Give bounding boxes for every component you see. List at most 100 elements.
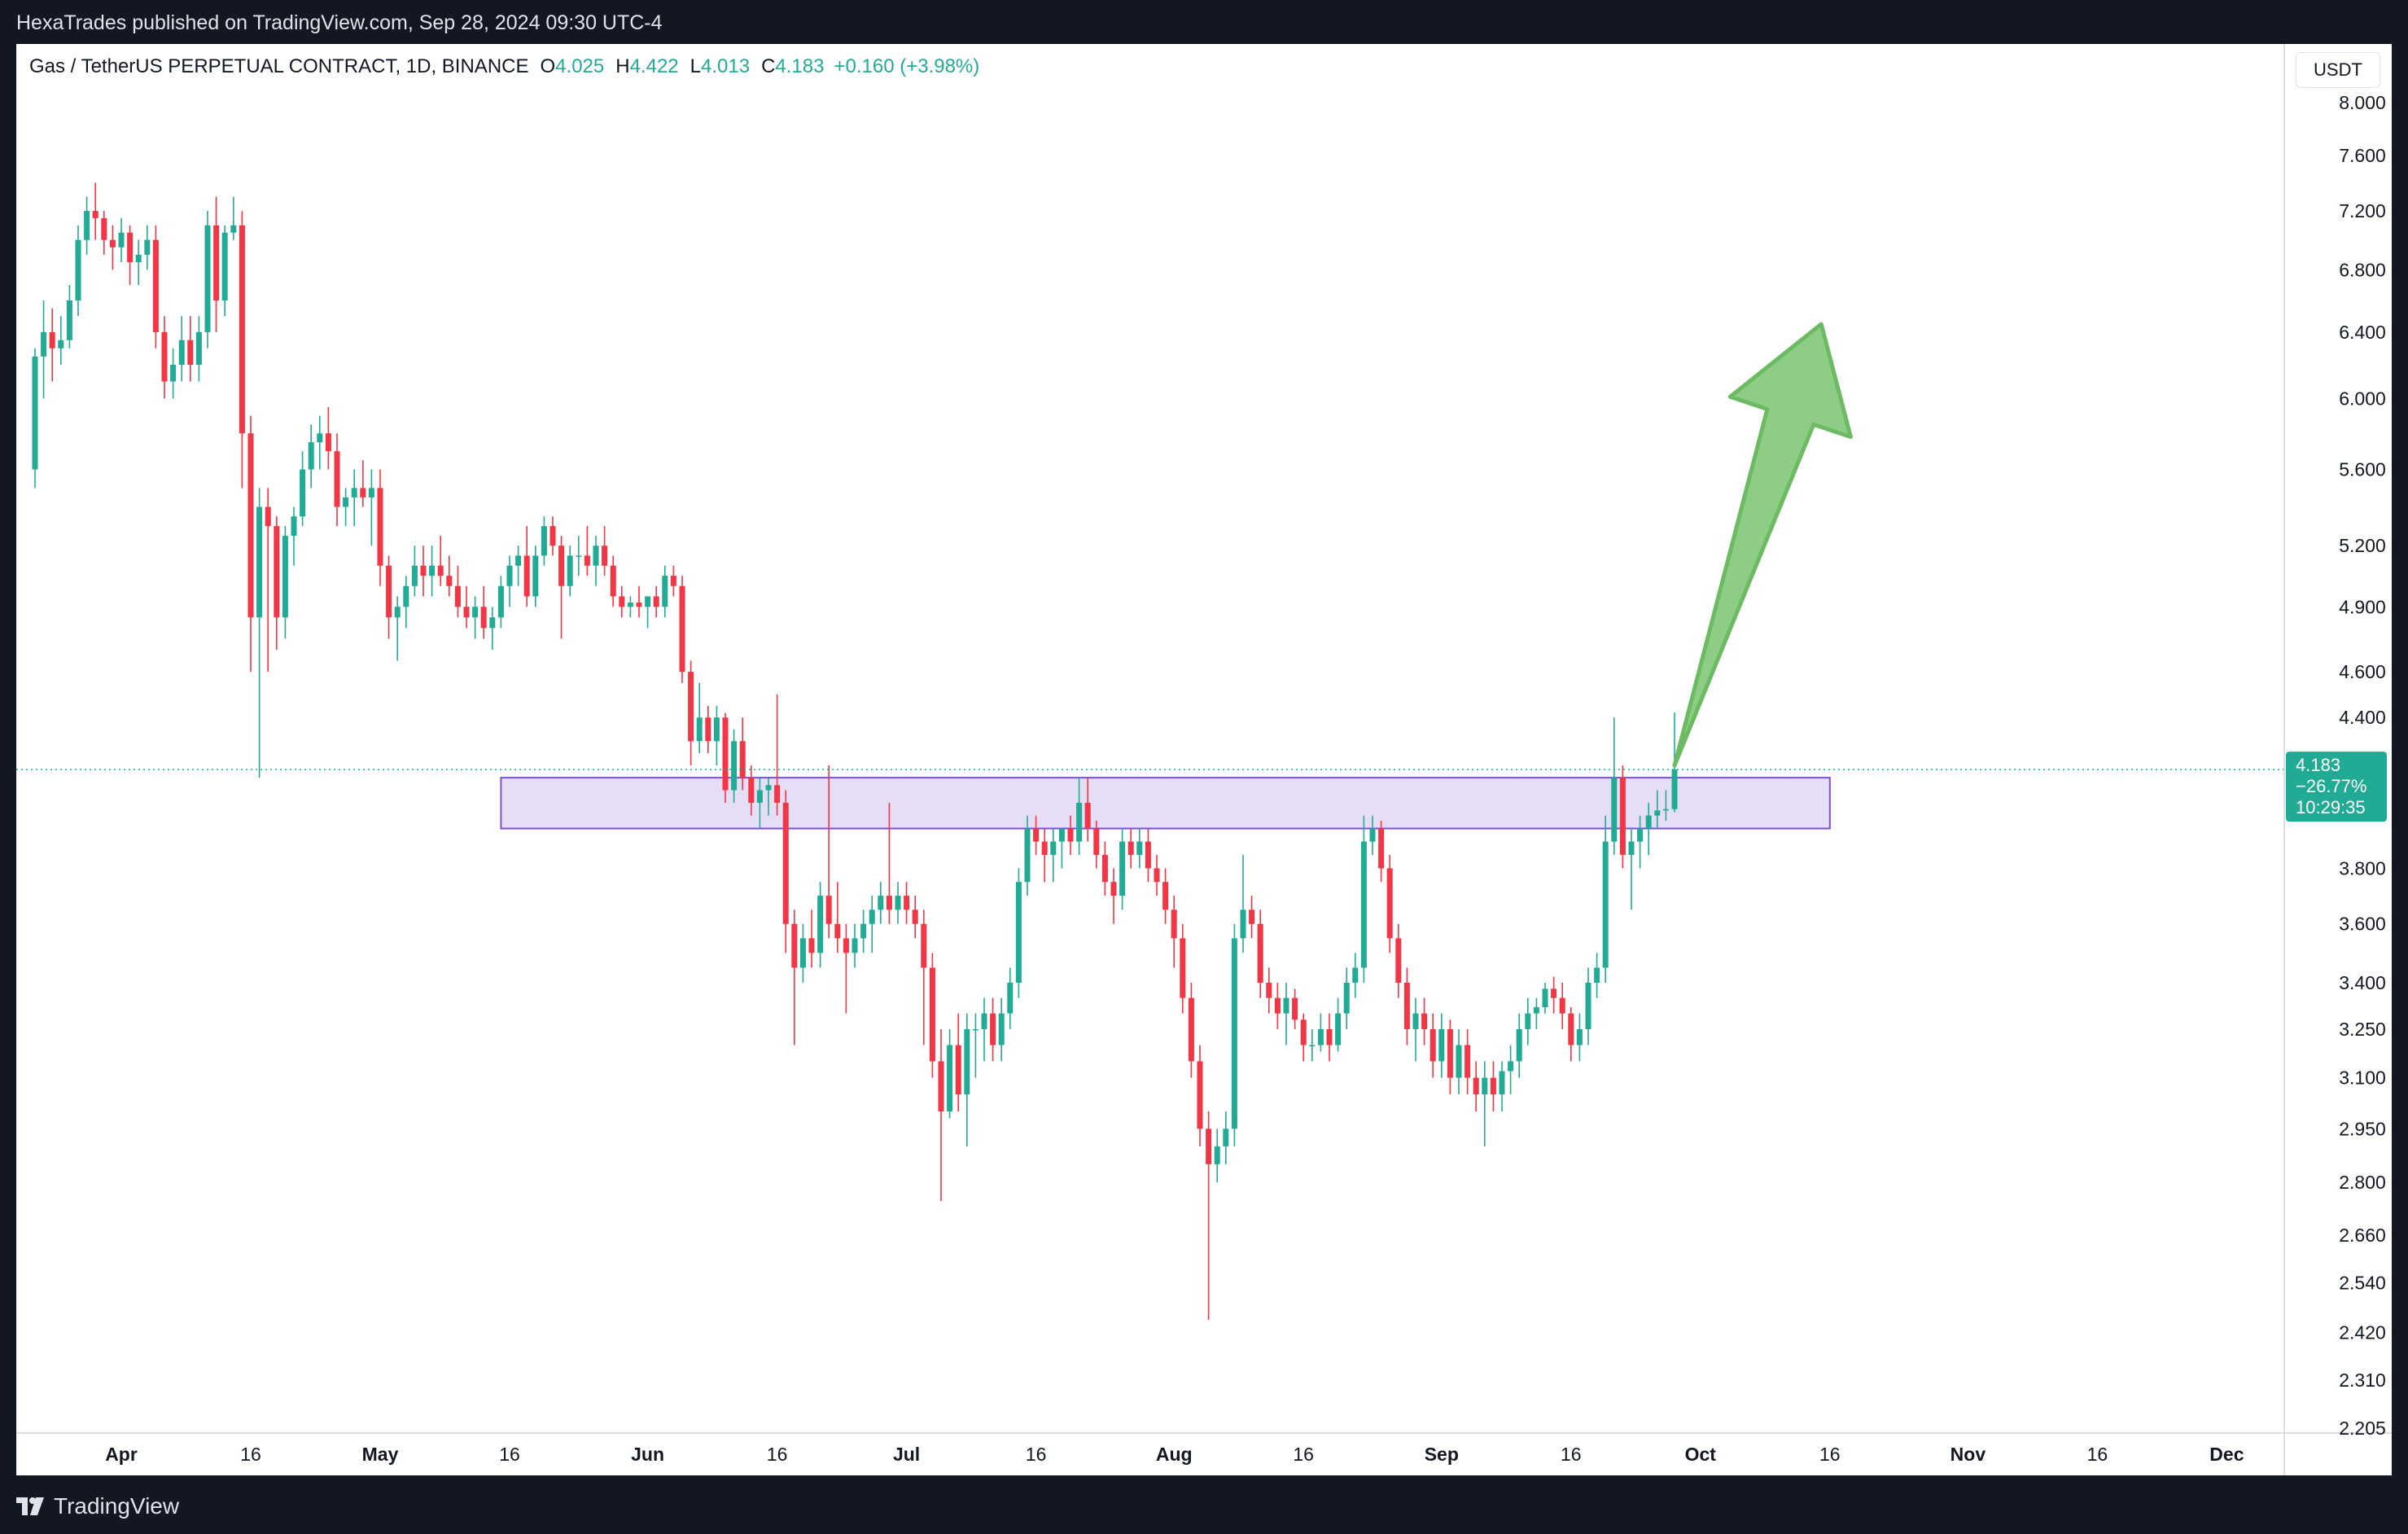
candle-body [84, 211, 90, 240]
candle-body [825, 896, 832, 924]
candle-body [1576, 1028, 1583, 1045]
candle-body [274, 526, 280, 618]
candle-body [300, 469, 306, 517]
candle-body [1490, 1077, 1496, 1095]
target-arrow [1672, 322, 1853, 768]
candle-body [636, 603, 642, 607]
candle-body [808, 938, 815, 953]
candle-body [938, 1061, 944, 1112]
y-tick-label: 4.600 [2339, 661, 2386, 682]
candle-body [75, 239, 81, 301]
target-arrow-layer [1672, 322, 1853, 768]
candle-body [1602, 841, 1609, 968]
y-tick-label: 5.600 [2339, 459, 2386, 480]
candle-body [1585, 982, 1591, 1029]
candlestick-chart[interactable]: 8.000 7.600 7.200 6.800 6.400 6.000 5.600 5.200… [16, 44, 2392, 1475]
candle-body [1559, 997, 1565, 1014]
x-tick-label: 16 [1819, 1444, 1841, 1465]
candle-body [972, 1028, 979, 1031]
y-tick-label: 2.310 [2339, 1370, 2386, 1391]
candle-body [1206, 1129, 1212, 1164]
candle-body [1447, 1028, 1453, 1078]
candle-body [1516, 1028, 1522, 1062]
candle-body [213, 225, 220, 301]
candle-body [368, 488, 374, 497]
currency-button[interactable]: USDT [2296, 52, 2380, 88]
candle-body [610, 565, 616, 597]
x-tick-label: Nov [1950, 1444, 1986, 1465]
candle-body [679, 585, 685, 673]
candle-body [411, 565, 418, 586]
x-tick-label: Oct [1685, 1444, 1717, 1465]
y-tick-label: 3.250 [2339, 1019, 2386, 1040]
candle-body [1654, 810, 1661, 816]
candle-body [109, 239, 116, 248]
candle-body [1249, 909, 1255, 924]
high-value: 4.422 [629, 55, 679, 77]
candle-body [1542, 988, 1548, 1008]
tradingview-logo[interactable]: TradingView [16, 1493, 179, 1519]
candle-body [584, 555, 590, 566]
candle-body [532, 555, 539, 597]
candle-body [1257, 923, 1263, 983]
candle-body [429, 565, 436, 576]
candle-body [317, 433, 323, 443]
candle-body [1119, 841, 1126, 896]
candle-body [1619, 778, 1626, 855]
candle-body [782, 802, 789, 924]
candle-body [1456, 1045, 1462, 1078]
y-tick-label: 8.000 [2339, 92, 2386, 113]
x-tick-label: 16 [1026, 1444, 1047, 1465]
bar-countdown: 10:29:35 [2296, 797, 2366, 817]
candle-body [739, 741, 746, 778]
x-tick-label: 16 [240, 1444, 261, 1465]
candle-body [204, 225, 211, 332]
candle-body [1266, 982, 1272, 998]
x-tick-label: 16 [767, 1444, 788, 1465]
chart-frame[interactable]: 8.000 7.600 7.200 6.800 6.400 6.000 5.600 5.200… [16, 44, 2392, 1475]
candle-body [1326, 1028, 1333, 1045]
tradingview-logo-icon [16, 1497, 44, 1515]
candle-body [869, 909, 875, 924]
candle-body [981, 1013, 987, 1029]
x-tick-label: May [362, 1444, 399, 1465]
candle-body [1231, 938, 1237, 1129]
x-tick-label: 16 [499, 1444, 520, 1465]
candle-body [748, 778, 755, 803]
candle-body [1274, 997, 1281, 1014]
candle-body [1473, 1077, 1479, 1095]
candle-body [230, 225, 237, 233]
y-tick-label: 6.000 [2339, 388, 2386, 409]
candle-body [1671, 769, 1678, 809]
candle-body [1154, 868, 1160, 883]
candle-body [308, 442, 314, 470]
y-tick-label: 6.800 [2339, 259, 2386, 280]
candle-body [791, 923, 798, 968]
candle-body [66, 300, 72, 340]
symbol-name: Gas / TetherUS PERPETUAL CONTRACT, 1D, B… [29, 55, 529, 77]
candle-body [161, 331, 168, 382]
candle-body [964, 1028, 970, 1095]
candle-body [497, 585, 504, 618]
candle-body [705, 717, 711, 742]
candle-body [1015, 882, 1022, 983]
candle-body [195, 331, 202, 365]
candle-body [1429, 1028, 1436, 1062]
footer-bar: TradingView [0, 1475, 2408, 1534]
candle-body [1024, 828, 1031, 883]
candle-body [1180, 938, 1186, 998]
candle-body [32, 356, 38, 470]
candle-body [472, 607, 479, 618]
candle-body [515, 555, 522, 566]
candle-body [1033, 828, 1040, 842]
candle-body [1533, 1007, 1539, 1014]
candle-body [653, 596, 659, 607]
last-price-label: 4.183 [2296, 755, 2340, 775]
last-price-box [2286, 752, 2387, 822]
candle-body [360, 488, 366, 497]
candle-body [377, 488, 383, 566]
x-tick-label: 16 [1293, 1444, 1314, 1465]
candle-body [886, 896, 892, 910]
tradingview-brand: TradingView [54, 1493, 180, 1519]
x-tick-label: Aug [1156, 1444, 1193, 1465]
